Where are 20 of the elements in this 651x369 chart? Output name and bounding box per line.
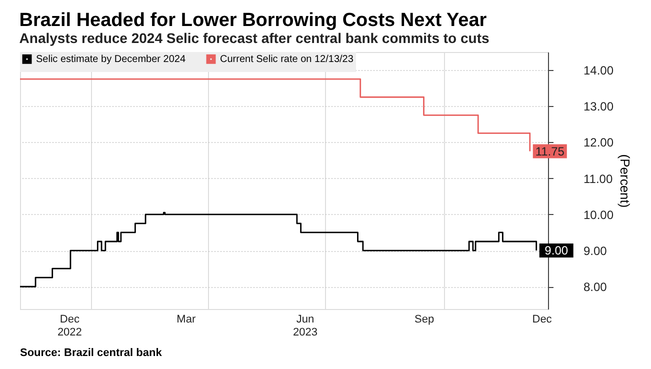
x-tick-label: Sep [414, 314, 434, 326]
y-tick-label: 13.00 [584, 100, 614, 114]
chart-subtitle: Analysts reduce 2024 Selic forecast after central bank commits to cuts [19, 30, 490, 46]
y-tick-label: 8.00 [584, 280, 608, 294]
legend-label: Current Selic rate on 12/13/23 [220, 54, 354, 66]
source-note: Source: Brazil central bank [20, 347, 163, 359]
x-tick-label: Dec 2022 [57, 314, 82, 338]
data-label: 11.75 [535, 144, 565, 158]
y-tick-label: 11.00 [584, 172, 613, 186]
x-tick-label: Jun 2023 [292, 314, 318, 338]
x-tick-label: Dec [532, 314, 552, 326]
y-tick-label: 14.00 [584, 64, 614, 78]
chart-title: Brazil Headed for Lower Borrowing Costs Next Year [19, 10, 488, 31]
y-tick-label: 10.00 [584, 208, 614, 222]
legend-label: Selic estimate by December 2024 [36, 54, 186, 66]
data-label: 9.00 [544, 244, 568, 258]
x-tick-label: Mar [176, 314, 196, 326]
y-tick-label: 12.00 [584, 136, 614, 150]
y-tick-label: 9.00 [584, 244, 608, 258]
y-axis-title: (Percent) [618, 154, 633, 208]
